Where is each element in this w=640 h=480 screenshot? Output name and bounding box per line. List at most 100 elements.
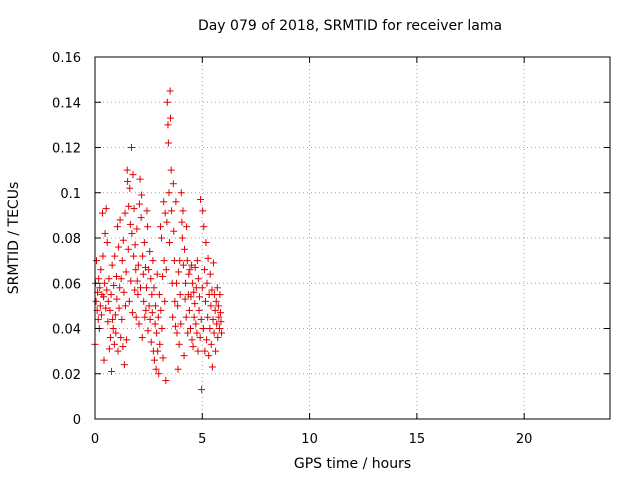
axis-ticks: 0 0.02 0.04 0.06 0.08 0.1 0.12 0.14 0.16 0 5 10 15 20 [52, 51, 610, 447]
data-point [210, 329, 218, 337]
data-point [206, 325, 214, 332]
data-point [205, 352, 213, 360]
data-point [143, 284, 150, 292]
data-point [165, 239, 173, 247]
data-point [164, 139, 172, 147]
data-point [172, 198, 180, 206]
data-point [166, 87, 174, 95]
data-point [140, 297, 148, 305]
data-point [94, 315, 102, 323]
data-point [195, 306, 203, 314]
data-point [93, 257, 101, 265]
data-point [138, 334, 146, 342]
data-point [198, 284, 206, 292]
data-point [175, 340, 183, 348]
data-point [147, 275, 155, 283]
data-point [124, 177, 132, 185]
data-point [102, 205, 110, 213]
data-point [194, 275, 202, 283]
data-point [129, 171, 137, 179]
y-tick-label: 0 [73, 413, 81, 428]
data-point [107, 291, 115, 299]
data-point [114, 347, 122, 355]
data-point [133, 225, 141, 233]
data-point [116, 216, 124, 224]
data-point [117, 334, 125, 342]
data-point [216, 291, 224, 299]
data-point [198, 386, 206, 394]
data-point [171, 297, 179, 305]
x-tick-label: 20 [516, 432, 533, 447]
data-point [117, 275, 125, 283]
data-point [199, 207, 207, 215]
data-point [192, 284, 200, 292]
y-tick-label: 0.16 [52, 51, 81, 66]
data-point [106, 306, 114, 314]
data-point [101, 229, 109, 237]
x-axis-label: GPS time / hours [293, 456, 412, 472]
data-point [212, 297, 220, 305]
data-point [167, 166, 175, 174]
data-point [146, 248, 154, 256]
data-point [156, 223, 164, 231]
data-point [104, 318, 112, 326]
data-point [123, 166, 131, 174]
data-point [97, 311, 105, 319]
data-point [150, 284, 158, 292]
data-point [108, 367, 116, 375]
data-point [189, 279, 197, 287]
data-point [118, 257, 126, 265]
data-point [114, 223, 122, 231]
data-point [145, 266, 153, 274]
data-point [176, 257, 184, 265]
data-point [203, 336, 211, 344]
data-point [97, 266, 105, 274]
data-point [155, 370, 163, 378]
data-point [183, 223, 191, 231]
data-point [161, 297, 169, 305]
data-point [131, 241, 139, 249]
x-tick-label: 0 [91, 432, 99, 447]
data-point [130, 252, 138, 260]
data-point [190, 288, 198, 296]
data-point [185, 270, 193, 278]
data-point [115, 243, 123, 251]
data-point [102, 304, 110, 312]
data-point [100, 293, 108, 301]
data-point [151, 320, 159, 328]
grid-lines [95, 57, 610, 419]
data-point [99, 252, 107, 260]
data-point [133, 277, 141, 285]
data-point [215, 313, 223, 321]
data-point [153, 270, 161, 278]
data-point [169, 313, 177, 321]
data-point [208, 286, 216, 294]
data-point [161, 209, 169, 217]
data-point [197, 315, 205, 323]
data-point [134, 291, 142, 299]
data-point [192, 320, 200, 328]
data-point [135, 320, 143, 328]
data-point [214, 334, 222, 342]
data-point [202, 239, 210, 247]
data-point [103, 239, 111, 247]
data-point [159, 272, 167, 280]
data-point [204, 254, 212, 262]
data-point [204, 313, 212, 321]
chart-title: Day 079 of 2018, SRMTID for receiver lam… [197, 18, 503, 34]
data-point [168, 207, 176, 215]
data-point [121, 209, 129, 217]
data-point [167, 114, 175, 122]
data-point [150, 356, 158, 364]
data-point [146, 315, 154, 323]
data-point [207, 302, 215, 310]
data-point [116, 284, 124, 292]
data-point [139, 270, 147, 278]
data-point [173, 329, 181, 337]
data-point [157, 306, 165, 314]
x-tick-label: 10 [301, 432, 318, 447]
data-point [217, 318, 225, 326]
data-point [202, 297, 210, 305]
data-point [95, 275, 103, 283]
data-point [180, 352, 188, 360]
